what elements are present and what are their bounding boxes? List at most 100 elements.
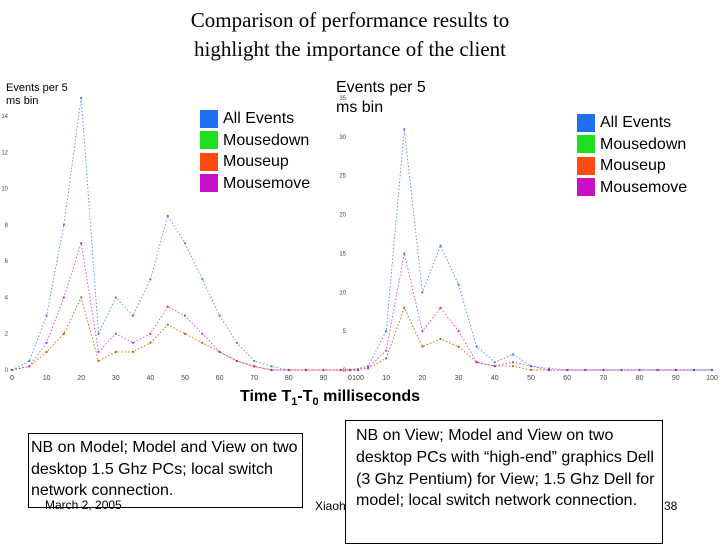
left-data-point	[45, 314, 48, 317]
legend-label: Mouseup	[223, 153, 289, 170]
footer-date: March 2, 2005	[45, 498, 122, 512]
legend-label: All Events	[223, 110, 295, 127]
slide-title: Comparison of performance results to hig…	[0, 6, 700, 64]
left-legend-item: Mouseup	[200, 151, 310, 173]
legend-label: All Events	[600, 114, 672, 131]
right-y-axis-label: Events per 5 ms bin	[336, 79, 426, 116]
right-data-point	[529, 365, 533, 368]
left-data-point	[305, 368, 308, 372]
left-data-point	[62, 296, 65, 299]
legend-label: Mouseup	[600, 157, 666, 174]
right-data-point	[529, 368, 533, 372]
left-data-point	[62, 332, 65, 335]
left-x-tick-label: 0	[10, 375, 14, 382]
left-data-point	[45, 341, 48, 344]
right-y-tick-label: 35	[339, 96, 346, 102]
right-series-line	[349, 306, 712, 371]
left-data-point	[132, 350, 135, 353]
left-y-tick-label: 4	[5, 295, 9, 301]
right-data-point	[548, 367, 551, 370]
legend-swatch	[577, 178, 595, 197]
left-data-point	[201, 278, 204, 281]
right-data-point	[674, 368, 677, 372]
legend-swatch	[577, 113, 595, 132]
right-data-point	[348, 368, 352, 372]
left-chart-legend: All Events Mousedown Mouseup Mousemove	[200, 108, 310, 194]
left-y-tick-label: 8	[5, 223, 9, 229]
left-x-tick-label: 80	[285, 375, 293, 382]
right-data-point	[493, 365, 496, 368]
right-data-point	[710, 368, 714, 372]
right-data-point	[692, 368, 696, 372]
right-data-point	[511, 353, 514, 356]
left-data-point	[97, 359, 100, 363]
left-data-point	[270, 368, 273, 372]
left-data-point	[339, 368, 342, 372]
right-data-point	[475, 361, 478, 364]
right-legend-item: All Events	[577, 112, 687, 134]
left-data-point	[62, 223, 65, 227]
right-data-point	[367, 365, 370, 368]
right-x-tick-label: 50	[527, 375, 535, 382]
right-x-tick-label: 10	[382, 375, 390, 382]
right-data-point	[403, 127, 406, 131]
left-legend-item: Mousemove	[200, 173, 310, 195]
left-data-point	[97, 350, 100, 353]
left-x-tick-label: 100	[352, 375, 364, 382]
right-x-tick-label: 20	[419, 375, 427, 382]
left-y-tick-label: 2	[5, 332, 9, 338]
left-data-point	[183, 241, 187, 245]
left-data-point	[183, 332, 187, 335]
left-legend-item: All Events	[200, 108, 310, 130]
right-y-tick-label: 15	[339, 251, 346, 257]
legend-swatch	[200, 109, 218, 128]
right-y-tick-label: 30	[339, 135, 346, 141]
right-data-point	[403, 252, 406, 255]
legend-label: Mousemove	[600, 178, 688, 196]
left-data-point	[97, 332, 100, 335]
left-data-point	[218, 350, 221, 353]
right-data-point	[439, 306, 442, 309]
right-x-tick-label: 90	[672, 375, 680, 382]
right-data-point	[385, 357, 388, 360]
legend-swatch	[200, 174, 218, 193]
left-y-tick-label: 12	[1, 150, 8, 156]
left-data-point	[132, 341, 135, 344]
left-y-tick-label: 10	[1, 187, 8, 193]
left-x-tick-label: 60	[216, 375, 224, 382]
left-data-point	[287, 368, 290, 372]
left-x-tick-label: 50	[181, 375, 189, 382]
right-data-point	[457, 283, 460, 286]
right-y-tick-label: 25	[339, 174, 346, 180]
title-line-1: Comparison of performance results to	[190, 8, 510, 32]
legend-swatch	[577, 156, 595, 175]
right-legend-item: Mousedown	[577, 134, 687, 156]
left-data-point	[235, 359, 238, 363]
legend-swatch	[200, 131, 218, 150]
right-y-tick-label: 5	[343, 329, 347, 335]
title-line-2: highlight the importance of the client	[194, 37, 506, 61]
right-data-point	[385, 349, 388, 352]
right-data-point	[439, 244, 442, 247]
right-data-point	[421, 345, 424, 348]
left-data-point	[235, 341, 238, 344]
legend-label: Mousemove	[223, 174, 311, 192]
right-legend-item: Mousemove	[577, 177, 687, 199]
left-legend-item: Mousedown	[200, 130, 310, 152]
right-y-tick-label: 0	[343, 368, 347, 374]
right-data-point	[457, 345, 460, 348]
left-data-point	[166, 323, 169, 326]
legend-swatch	[200, 152, 218, 171]
legend-label: Mousedown	[600, 135, 687, 153]
left-data-point	[114, 296, 117, 299]
left-data-point	[253, 365, 256, 368]
right-data-point	[403, 306, 406, 309]
left-data-point	[80, 96, 83, 100]
right-data-point	[421, 291, 424, 294]
left-data-point	[149, 278, 152, 281]
right-data-point	[475, 345, 478, 348]
right-x-tick-label: 0	[348, 375, 352, 382]
right-data-point	[439, 337, 442, 341]
right-series-line	[349, 253, 712, 371]
right-data-point	[385, 330, 388, 333]
